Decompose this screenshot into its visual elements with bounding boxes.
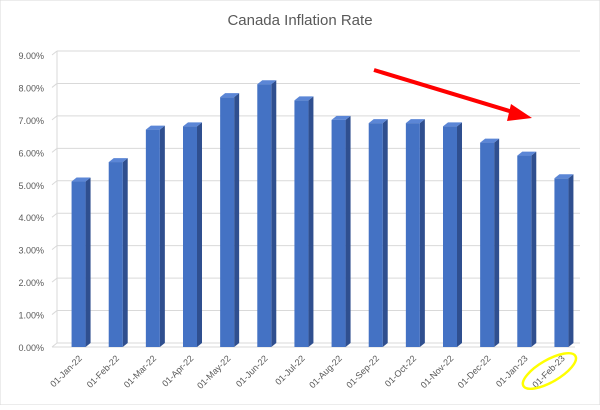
bar (443, 126, 457, 347)
annotations (373, 68, 578, 391)
bar-01-Jul-22 (294, 96, 314, 347)
bar (108, 162, 123, 347)
bar-side (234, 93, 240, 347)
trend-arrow-head (507, 104, 532, 121)
gridline-depth (51, 212, 58, 218)
bar-01-Jun-22 (257, 80, 277, 347)
bar-01-Jan-23 (517, 151, 537, 347)
y-tick-label: 5.00% (18, 181, 44, 191)
bar-top (257, 80, 277, 85)
bar (368, 123, 383, 347)
bar-top (145, 125, 165, 130)
bar-top (405, 119, 425, 124)
bar-01-May-22 (220, 93, 240, 347)
bar-side (419, 119, 425, 347)
trend-arrow-shaft (373, 68, 517, 115)
bar-01-Jan-22 (71, 177, 91, 347)
y-tick-label: 7.00% (18, 116, 44, 126)
y-tick-label: 0.00% (18, 343, 44, 353)
bar-top (108, 158, 128, 163)
bar-top (331, 115, 351, 120)
gridline-depth (51, 180, 58, 186)
bar (405, 123, 420, 347)
bar-01-Feb-22 (108, 158, 128, 347)
bar-01-Mar-22 (145, 125, 165, 347)
bar-side (382, 119, 388, 347)
bar (220, 97, 235, 347)
bar-top (294, 96, 314, 101)
bar (145, 129, 160, 347)
bar-side (197, 122, 202, 347)
bar-top (220, 93, 240, 98)
gridline-depth (51, 277, 58, 283)
bar-01-Sep-22 (368, 119, 388, 347)
bar-side (494, 138, 500, 347)
bar (257, 84, 272, 347)
bar-top (71, 177, 91, 182)
bar (480, 142, 495, 347)
bar-side (85, 177, 91, 347)
bar (71, 181, 86, 347)
bar (294, 100, 309, 347)
bar-side (345, 115, 351, 347)
bar-side (531, 151, 537, 347)
bar-side (122, 158, 128, 347)
bar-side (271, 80, 277, 347)
bar-top (554, 174, 574, 179)
y-tick-label: 6.00% (18, 148, 44, 158)
bar-01-Oct-22 (405, 119, 425, 347)
bar (554, 178, 569, 347)
y-tick-label: 1.00% (18, 311, 44, 321)
bar-top (443, 122, 462, 127)
y-tick-label: 2.00% (18, 278, 44, 288)
bar (517, 155, 532, 347)
gridline-depth (51, 83, 58, 88)
bar-01-Nov-22 (443, 122, 462, 347)
bar (183, 126, 197, 347)
y-tick-label: 9.00% (18, 51, 44, 61)
bar-01-Feb-23 (554, 174, 574, 347)
gridline-depth (51, 342, 58, 348)
gridline-depth (51, 310, 58, 315)
bar-01-Aug-22 (331, 115, 351, 347)
gridline-depth (51, 147, 58, 153)
bar-side (308, 96, 314, 347)
y-tick-label: 8.00% (18, 83, 44, 93)
bar (331, 119, 346, 347)
gridline-depth (51, 115, 58, 121)
bar-01-Dec-22 (480, 138, 500, 347)
bar-side (568, 174, 574, 347)
bar-top (517, 151, 537, 156)
y-axis-ticks: 0.00% 1.00% 2.00% 3.00% 4.00% 5.00% 6.00% 7.00%… (18, 51, 44, 353)
chart-title: Canada Inflation Rate (227, 12, 372, 29)
gridline-depth (51, 245, 58, 251)
highlight-ellipse (521, 351, 578, 391)
y-tick-label: 4.00% (18, 213, 44, 223)
bar-01-Apr-22 (183, 122, 202, 347)
bar-side (159, 125, 165, 347)
bar-top (183, 122, 202, 127)
y-tick-label: 3.00% (18, 246, 44, 256)
bar-top (368, 119, 388, 124)
gridline-depth (51, 50, 58, 56)
trend-arrow (373, 68, 532, 121)
bars (71, 80, 574, 347)
bar-top (480, 138, 500, 143)
bar-side (457, 122, 462, 347)
